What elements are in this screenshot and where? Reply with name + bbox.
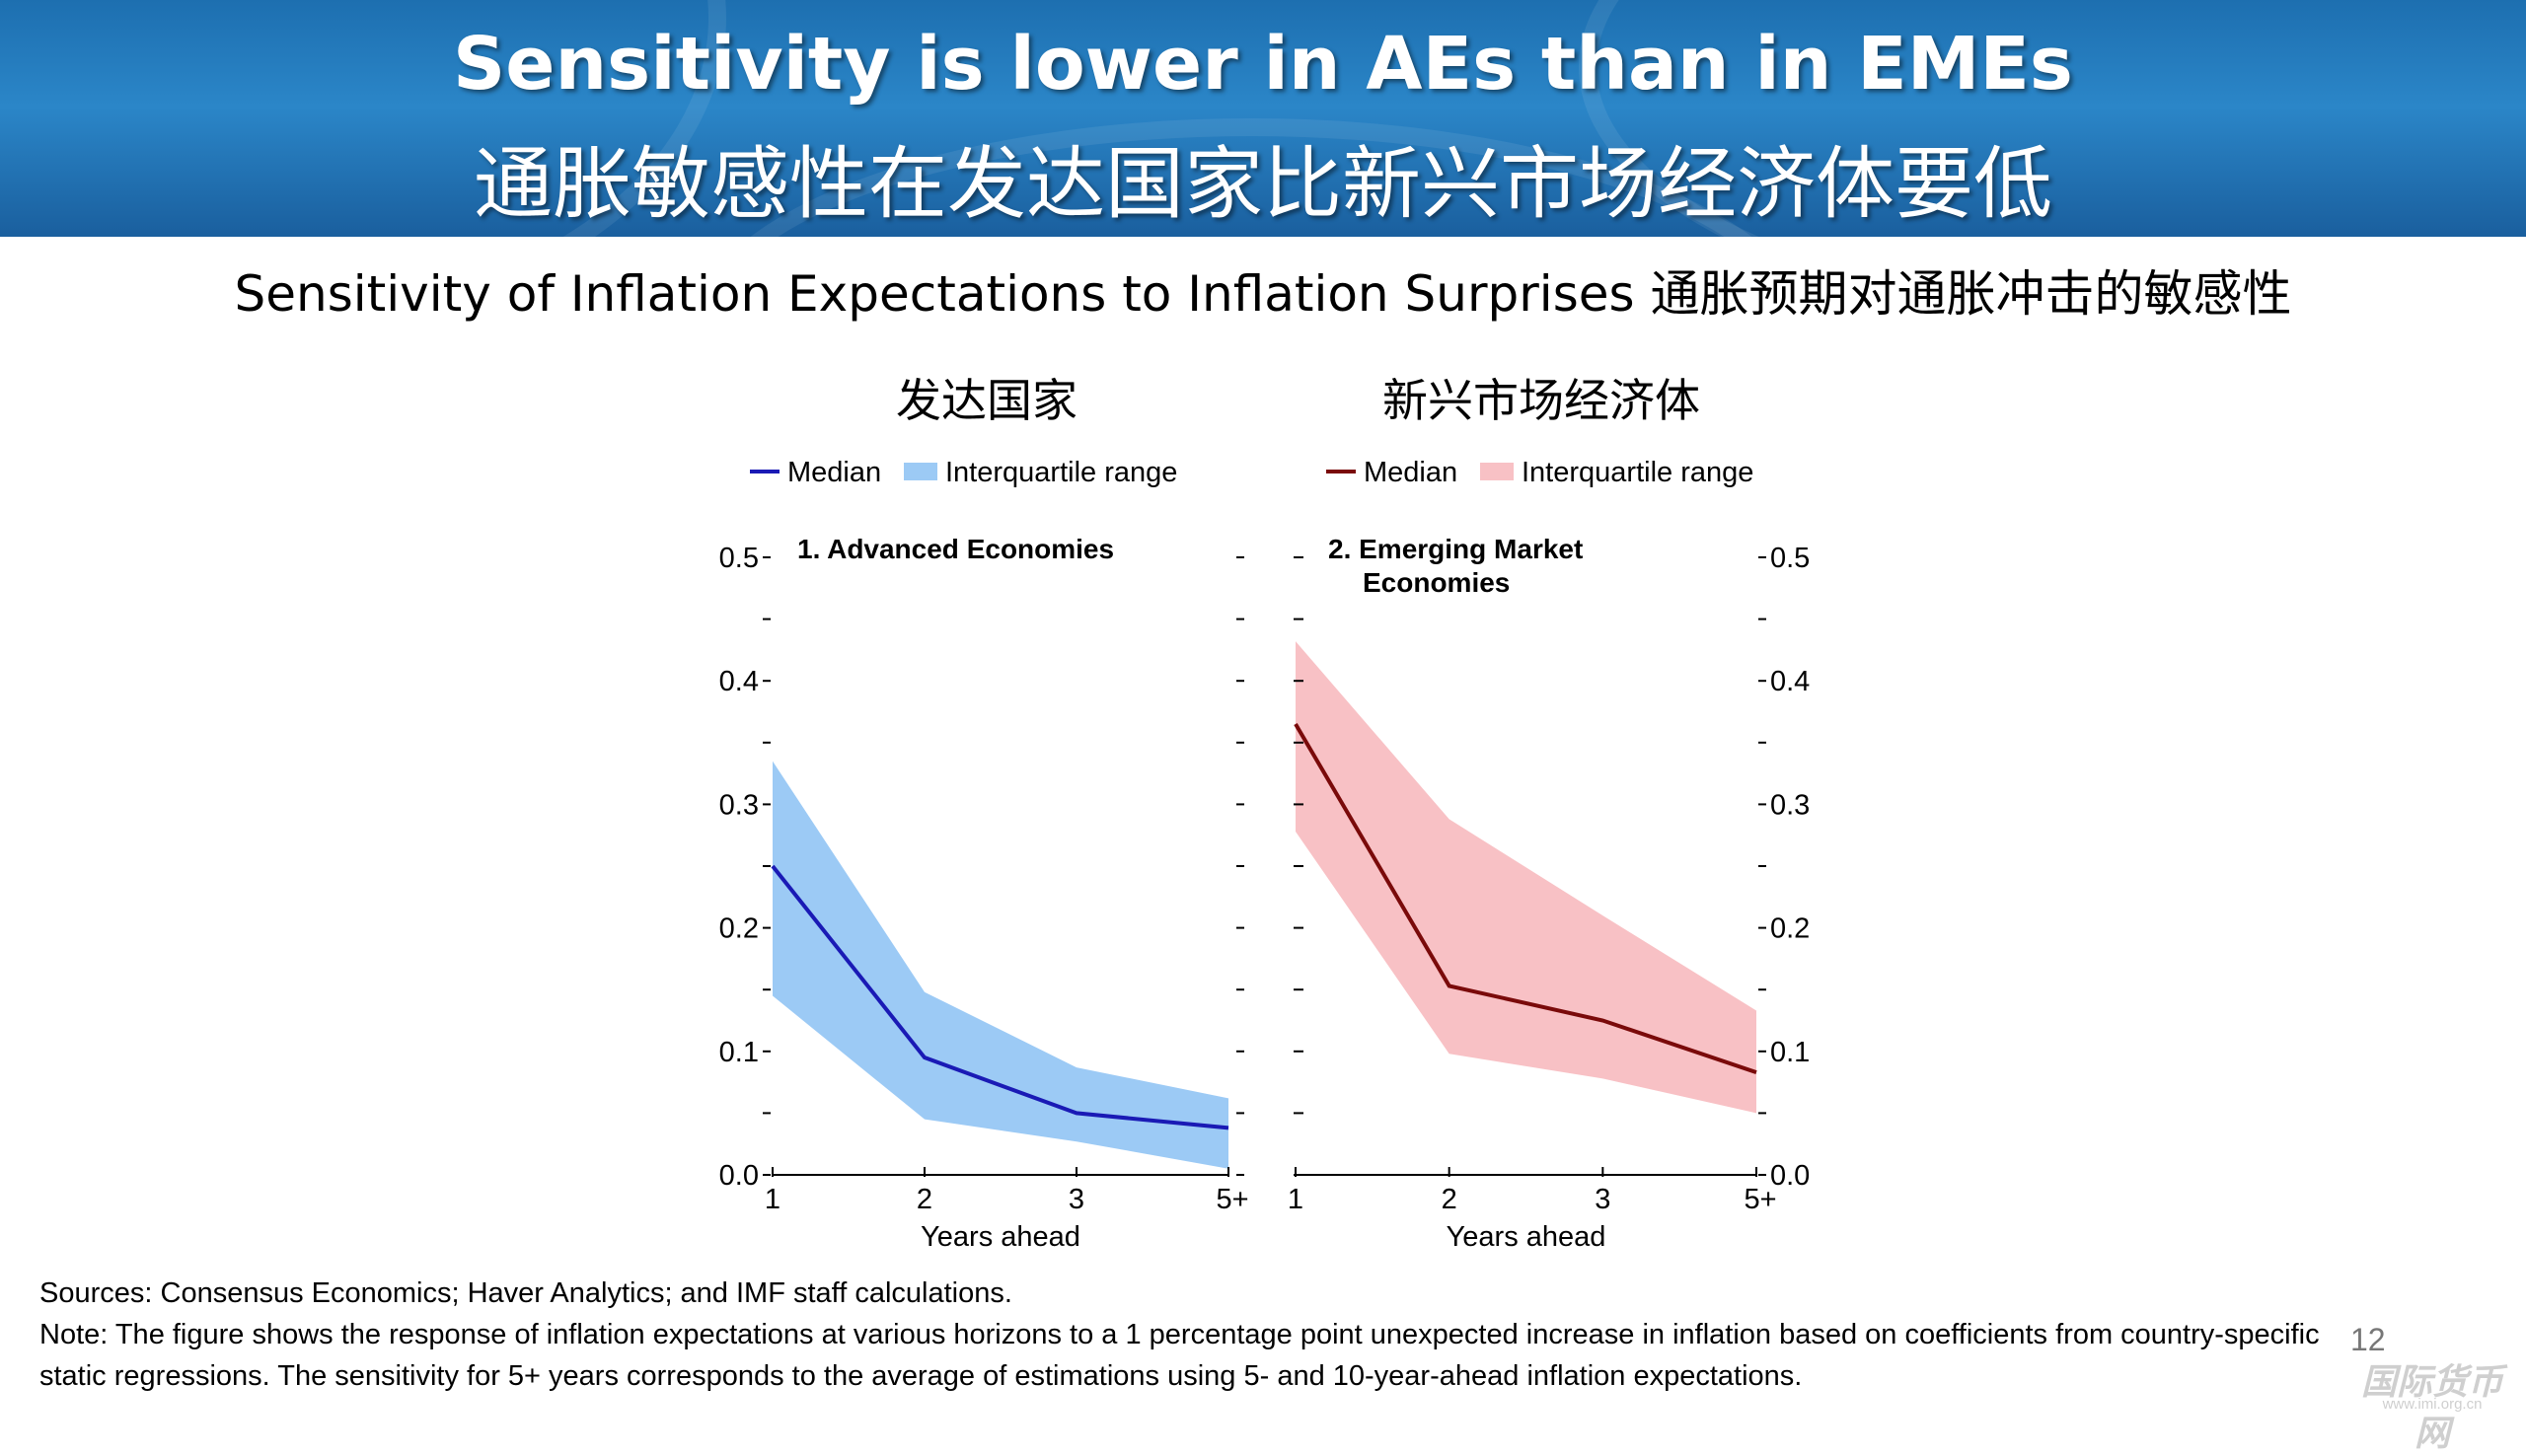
- panel-1-panel-title: 1. Advanced Economies: [797, 534, 1114, 564]
- chart-subtitle: Sensitivity of Inflation Expectations to…: [234, 265, 2292, 323]
- header-banner: Sensitivity is lower in AEs than in EMEs…: [0, 0, 2526, 237]
- panel-2-x-axis-title: Years ahead: [1447, 1221, 1606, 1253]
- panel-1-median-line: [771, 864, 1229, 1130]
- panel-1-legend-median-label: Median: [787, 457, 881, 488]
- panel-1-y-tick-label: 0.1: [719, 1037, 759, 1068]
- panel-1-x-tick-label: 2: [917, 1184, 932, 1215]
- panel-2-x-tick-label: 3: [1595, 1184, 1610, 1215]
- panel-1-x-tick-label: 3: [1069, 1184, 1084, 1215]
- panel-2-y-tick-label: 0.2: [1770, 913, 1810, 945]
- panel-2-legend-band-swatch: [1480, 463, 1514, 480]
- panel-2-x-tick-label: 5+: [1744, 1184, 1776, 1215]
- watermark-url: www.imi.org.cn: [2382, 1396, 2483, 1413]
- panel-1-legend-band-swatch: [904, 463, 937, 480]
- panel-2-y-tick-label: 0.3: [1770, 789, 1810, 821]
- page-number: 12: [2350, 1322, 2386, 1357]
- panel-1-y-tick-label: 0.5: [719, 543, 759, 574]
- panel-1-x-tick-label: 1: [765, 1184, 780, 1215]
- slide-title-english: Sensitivity is lower in AEs than in EMEs: [453, 22, 2073, 107]
- panel-2-panel-title: 2. Emerging Market Economies: [1328, 534, 1583, 598]
- panel-2-y-tick-label: 0.5: [1770, 543, 1810, 574]
- panel-1-y-tick-label: 0.2: [719, 913, 759, 945]
- panel-1-y-tick-label: 0.3: [719, 789, 759, 821]
- panel-2-legend-band-label: Interquartile range: [1522, 457, 1753, 488]
- sources-text: Sources: Consensus Economics; Haver Anal…: [39, 1277, 1012, 1309]
- note-text: Note: The figure shows the response of i…: [39, 1319, 2320, 1392]
- panel-1-x-tick-label: 5+: [1216, 1184, 1248, 1215]
- panel-1-legend-band-label: Interquartile range: [945, 457, 1177, 488]
- panel-1-y-tick-label: 0.4: [719, 666, 759, 697]
- panel-2-x-tick-label: 2: [1442, 1184, 1457, 1215]
- panel-2-y-tick-label: 0.1: [1770, 1037, 1810, 1068]
- panel-2-y-tick-label: 0.0: [1770, 1160, 1810, 1192]
- slide-title-chinese: 通胀敏感性在发达国家比新兴市场经济体要低: [474, 138, 2052, 230]
- panel-1-interquartile-band: [773, 761, 1228, 1169]
- panel-2-interquartile-band: [1296, 641, 1756, 1114]
- panel-label-left-chinese: 发达国家: [896, 374, 1077, 427]
- chart-area: Median Interquartile range 1 2 3 5+ Years ahea…: [719, 457, 1811, 1253]
- panel-1-y-tick-label: 0.0: [719, 1160, 759, 1192]
- panel-2-legend-median-label: Median: [1364, 457, 1457, 488]
- panel-2-median-line: [1294, 723, 1757, 1074]
- panel-1-x-axis-title: Years ahead: [921, 1221, 1080, 1253]
- panel-label-right-chinese: 新兴市场经济体: [1382, 374, 1700, 427]
- footer-notes: Sources: Consensus Economics; Haver Anal…: [39, 1273, 2339, 1397]
- panel-2-x-tick-label: 1: [1288, 1184, 1303, 1215]
- panel-2-y-tick-label: 0.4: [1770, 666, 1810, 697]
